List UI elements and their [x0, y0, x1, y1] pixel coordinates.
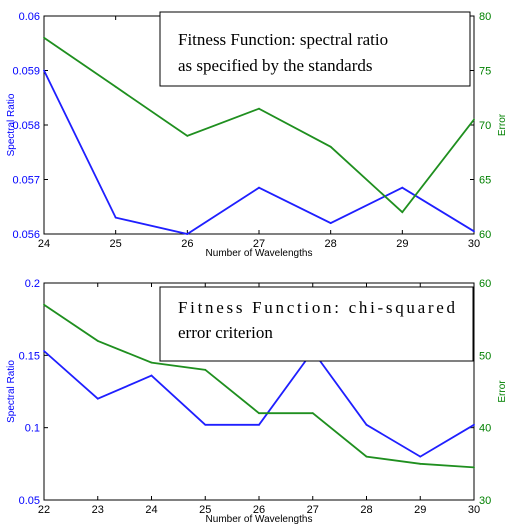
chart-2-series-left-point [204, 423, 207, 426]
chart-1-y-right-axis-label: Error [497, 113, 508, 136]
chart-1-series-right-point [186, 135, 189, 137]
chart-1-y-right-tick-label: 60 [479, 229, 491, 241]
chart-1-series-left-point [473, 230, 475, 233]
chart-2-x-axis-label: Number of Wavelengths [206, 514, 313, 525]
chart-1-x-tick-label: 24 [38, 238, 50, 250]
chart-1-y-left-tick-label: 0.057 [12, 175, 40, 187]
chart-2-series-right-point [311, 412, 314, 415]
chart-2-x-tick-label: 27 [307, 504, 319, 516]
chart-2-y-right-axis-label: Error [497, 380, 508, 403]
chart-2-y-left-axis-label: Spectral Ratio [6, 360, 17, 423]
chart-1-annotation-line-2: as specified by the standards [178, 56, 373, 75]
chart-1-series-right-point [401, 211, 404, 214]
chart-2-series-right-point [365, 455, 368, 458]
chart-2-x-tick-label: 30 [468, 504, 480, 516]
chart-1-y-right-tick-label: 65 [479, 175, 491, 187]
chart-2-series-left-point [258, 423, 260, 426]
chart-2-x-tick-label: 28 [360, 504, 372, 516]
chart-1-y-right-tick-label: 80 [479, 11, 491, 23]
chart-1-annotation-box [159, 11, 471, 87]
chart-2-series-left-point [365, 423, 368, 426]
chart-1-annotation-line-1: Fitness Function: spectral ratio [178, 30, 388, 49]
chart-1-y-left-tick-label: 0.06 [19, 11, 40, 23]
chart-1-x-tick-label: 29 [396, 238, 408, 250]
chart-2-series-right-point [258, 412, 260, 415]
chart-2-series-right-point [43, 303, 45, 306]
chart-2-y-left-tick-label: 0.15 [19, 350, 40, 362]
chart-1-x-tick-label: 28 [325, 238, 337, 250]
chart-2-annotation-box [159, 286, 474, 362]
chart-2-x-tick-label: 23 [92, 504, 104, 516]
chart-1-x-tick-label: 25 [110, 238, 122, 250]
chart-2-series-left-point [473, 423, 475, 426]
chart-1-x-tick-label: 27 [253, 238, 265, 250]
chart-1-series-right-point [43, 36, 45, 39]
chart-2-x-tick-label: 24 [145, 504, 157, 516]
chart-1-series-left-point [114, 216, 117, 219]
chart-1-x-axis-label: Number of Wavelengths [206, 248, 313, 259]
chart-2-series-right-point [150, 361, 153, 364]
chart-1-x-tick-label: 26 [181, 238, 193, 250]
chart-2-series-right-point [419, 462, 422, 465]
chart-1-series-left-point [186, 233, 189, 235]
chart-2-annotation-line-2: error criterion [178, 323, 273, 342]
chart-2-y-right-tick-label: 30 [479, 495, 491, 507]
chart-2-y-left-tick-label: 0.2 [25, 278, 40, 290]
chart-1-series-right-point [258, 107, 260, 110]
chart-1-y-left-tick-label: 0.056 [12, 229, 40, 241]
chart-1-series-left-point [329, 222, 332, 225]
chart-2-y-right-tick-label: 60 [479, 278, 491, 290]
chart-1: 24 25 26 27 28 29 30 0.056 0.057 0.058 0.059 0.06 60… [6, 11, 508, 259]
chart-2: 22 23 24 25 26 27 28 29 30 0.05 0.1 0.15 0.2 30 40 50 60… [6, 278, 508, 525]
chart-1-y-left-tick-label: 0.058 [12, 120, 40, 132]
chart-1-series-right-point [114, 85, 117, 88]
chart-2-series-left-point [419, 455, 422, 458]
chart-1-series-left-point [258, 186, 260, 189]
chart-1-y-right-tick-label: 70 [479, 120, 491, 132]
chart-2-series-right-point [204, 368, 207, 371]
chart-2-y-right-tick-label: 50 [479, 350, 491, 362]
chart-2-x-tick-label: 26 [253, 504, 265, 516]
chart-2-series-right-point [473, 466, 475, 469]
chart-1-y-left-axis-label: Spectral Ratio [6, 93, 17, 156]
chart-2-y-right-tick-label: 40 [479, 423, 491, 435]
chart-1-x-tick-label: 30 [468, 238, 480, 250]
chart-2-series-left-point [96, 397, 99, 400]
chart-2-y-left-tick-label: 0.05 [19, 495, 40, 507]
chart-2-series-left-point [150, 374, 153, 377]
chart-2-series-right-point [96, 339, 99, 342]
chart-1-y-left-tick-label: 0.059 [12, 66, 40, 78]
chart-2-x-tick-label: 22 [38, 504, 50, 516]
chart-2-x-tick-label: 29 [414, 504, 426, 516]
chart-1-series-right-point [329, 145, 332, 148]
chart-2-y-left-tick-label: 0.1 [25, 423, 40, 435]
chart-2-x-tick-label: 25 [199, 504, 211, 516]
chart-2-series-left-point [43, 350, 45, 352]
chart-2-annotation-line-1: Fitness Function: chi-squared [178, 298, 456, 317]
chart-1-series-left-point [43, 69, 45, 72]
chart-1-series-left-point [401, 186, 404, 189]
chart-1-y-right-tick-label: 75 [479, 66, 491, 78]
chart-1-series-right-point [473, 118, 475, 121]
